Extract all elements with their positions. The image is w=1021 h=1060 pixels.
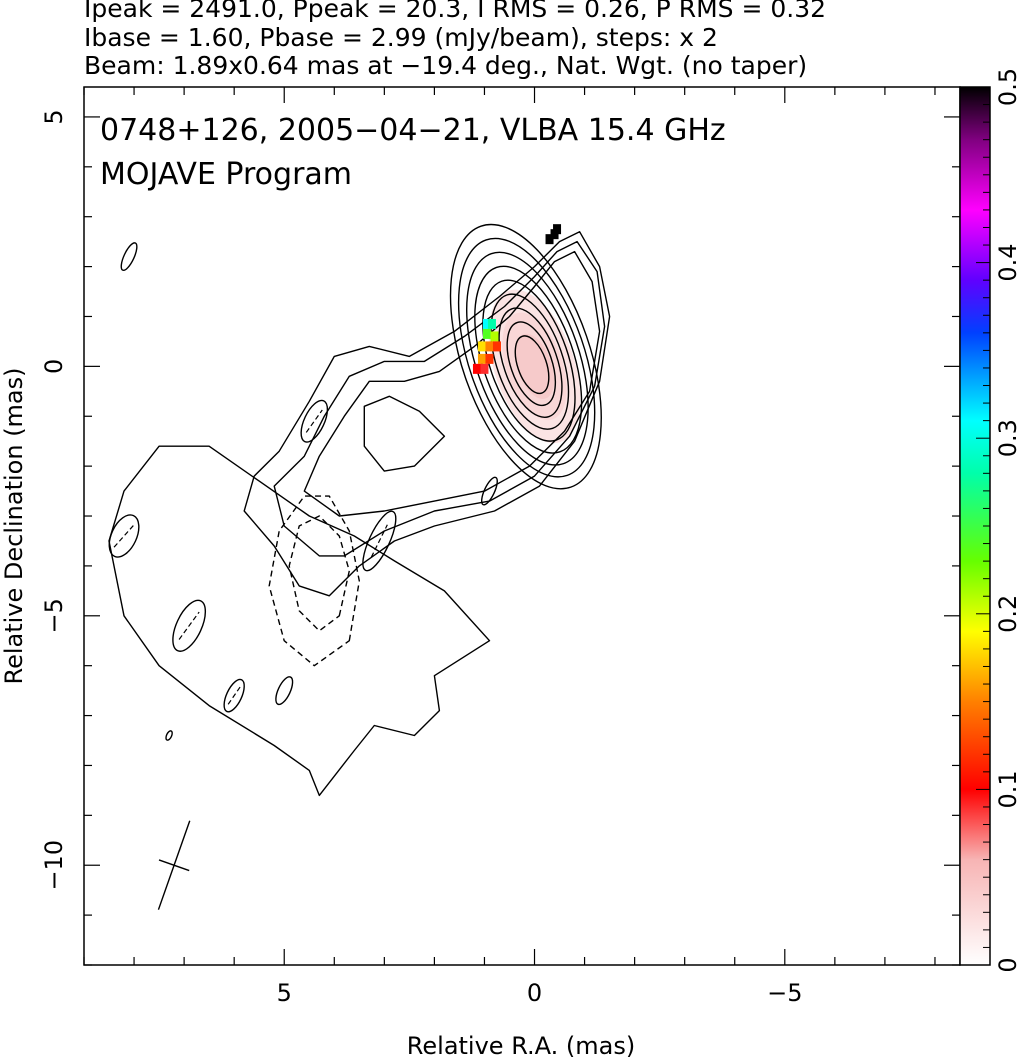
sw-contour-2: [288, 515, 350, 632]
polarization-pixel-11: [545, 234, 554, 245]
noise-blob-1: [172, 599, 207, 652]
header-line-3: Beam: 1.89x0.64 mas at −19.4 deg., Nat. …: [84, 51, 808, 80]
beam-ellipse: [157, 820, 191, 910]
noise-blob-hatch-4: [370, 524, 388, 558]
polarization-pixel-7: [477, 353, 486, 364]
core-contour-0: [449, 223, 602, 490]
beam-minor-axis: [158, 859, 190, 872]
noise-blob-5: [480, 476, 498, 506]
polarization-pixel-2: [482, 328, 491, 339]
y-tick-label: 0: [40, 359, 68, 374]
map-subtitle: MOJAVE Program: [100, 157, 352, 192]
colorbar-tick-label: 0.4: [994, 244, 1021, 282]
y-tick-label: −5: [40, 598, 68, 633]
header-line-1: Ipeak = 2491.0, Ppeak = 20.3, I RMS = 0.…: [84, 0, 827, 23]
colorbar-tick-label: 0.2: [994, 595, 1021, 633]
polarization-pixel-5: [485, 341, 494, 352]
core-contour-4: [482, 279, 576, 442]
noise-blob-6: [275, 676, 294, 706]
y-axis-label: Relative Declination (mas): [0, 367, 28, 684]
noise-blob-3: [300, 399, 329, 443]
core-contour-7: [506, 321, 557, 407]
polarization-pixel-0: [482, 318, 491, 329]
polarization-pixel-9: [472, 363, 481, 374]
axis-tick-labels: 5 0 −5 5 0 −5 −10: [40, 109, 802, 1007]
colorbar-tick-label: 0.5: [994, 68, 1021, 106]
map-area: [108, 223, 611, 910]
y-tick-label: −10: [40, 840, 68, 891]
y-tick-label: 5: [40, 109, 68, 124]
plot-frame: [83, 86, 961, 966]
noise-blob-2: [165, 730, 173, 741]
core-contour-3: [474, 265, 583, 454]
core-contour-5: [490, 293, 570, 430]
polarization-pixels: [472, 224, 562, 374]
polarization-pixel-8: [485, 353, 494, 364]
polarization-pixel-6: [492, 341, 501, 352]
noise-blob-4: [362, 510, 397, 572]
colorbar-tick-label: 0: [994, 957, 1021, 972]
polarization-pixel-10: [480, 363, 489, 374]
sw-contour-1: [268, 495, 360, 667]
polarization-pixel-1: [487, 318, 496, 329]
colorbar-tick-label: 0.3: [994, 419, 1021, 457]
noise-blob-7: [223, 678, 245, 713]
x-axis-label: Relative R.A. (mas): [407, 1032, 635, 1060]
noise-blob-hatch-1: [178, 611, 200, 640]
core-contour-2: [466, 251, 589, 466]
polarization-pixel-4: [477, 341, 486, 352]
noise-blob-0: [108, 514, 140, 558]
core-contour-1: [457, 237, 596, 478]
colorbar-tick-label: 0.1: [994, 770, 1021, 808]
jet-contour-1: [273, 240, 606, 557]
jet-contour-0: [243, 231, 611, 597]
core-contour-8: [514, 335, 550, 395]
noise-blob-8: [120, 242, 138, 272]
x-tick-label: −5: [767, 979, 802, 1007]
intensity-contours: [108, 223, 611, 797]
core-contour-6: [498, 307, 563, 418]
colorbar-ticks: 0 0.1 0.2 0.3 0.4 0.5: [976, 68, 1021, 973]
x-tick-label: 5: [277, 979, 292, 1007]
x-tick-label: 0: [527, 979, 542, 1007]
map-title: 0748+126, 2005−04−21, VLBA 15.4 GHz: [100, 113, 726, 148]
polarization-pixel-13: [553, 224, 562, 235]
polarization-pixel-3: [490, 331, 499, 342]
jet-contour-3: [363, 395, 446, 472]
noise-blob-hatch-3: [305, 409, 323, 433]
noise-blob-hatch-7: [227, 686, 241, 705]
axis-ticks: [83, 87, 960, 966]
header-line-2: Ibase = 1.60, Pbase = 2.99 (mJy/beam), s…: [84, 23, 718, 52]
sw-contour-0: [108, 445, 491, 797]
noise-blob-hatch-0: [113, 524, 135, 548]
